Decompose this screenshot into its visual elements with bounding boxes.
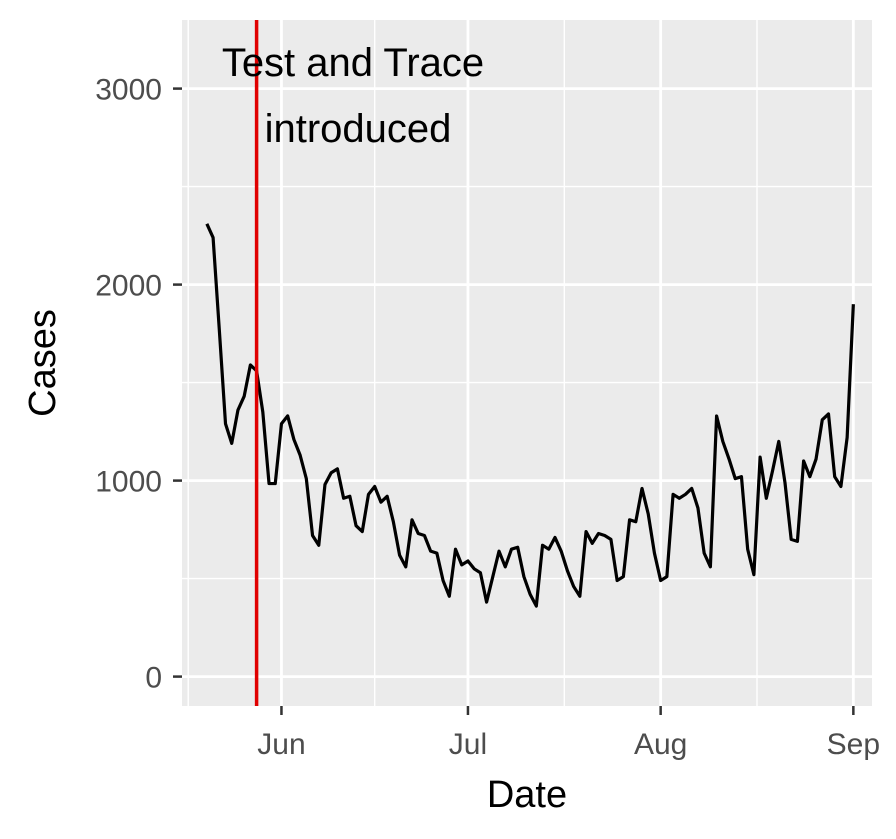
x-tick-label: Aug xyxy=(634,728,687,761)
y-axis-ticks: 0 1000 2000 3000 xyxy=(95,74,182,695)
x-axis-ticks: Jun Jul Aug Sep xyxy=(257,706,880,761)
y-axis-title: Cases xyxy=(22,309,64,417)
x-tick-label: Jul xyxy=(449,728,487,761)
y-tick-label: 3000 xyxy=(95,74,162,107)
y-tick-label: 0 xyxy=(145,662,162,695)
annotation-line-1: Test and Trace xyxy=(222,41,484,85)
annotation-line-2: introduced xyxy=(265,107,452,151)
cases-series-line xyxy=(205,223,855,608)
x-axis-title: Date xyxy=(487,774,567,816)
x-tick-label: Sep xyxy=(827,728,880,761)
y-tick-label: 1000 xyxy=(95,466,162,499)
minor-gridlines xyxy=(182,20,872,706)
x-tick-label: Jun xyxy=(257,728,305,761)
y-tick-label: 2000 xyxy=(95,270,162,303)
major-gridlines xyxy=(182,20,872,706)
